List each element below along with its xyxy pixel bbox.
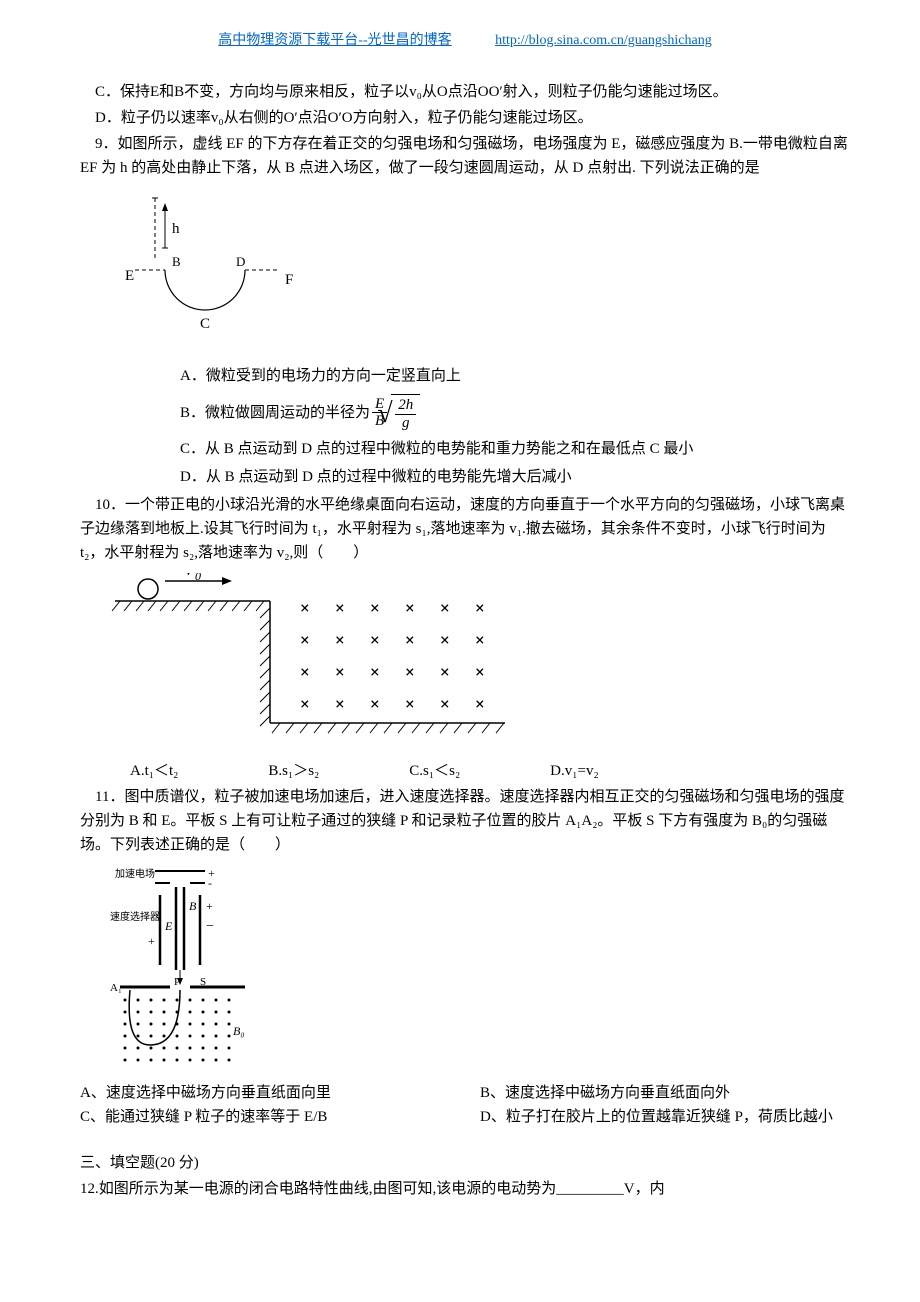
q10-options-row: A.t₁＜t₂ B.s₁＞s₂ C.s₁＜s₂ D.v₁=v₂ [130, 759, 850, 783]
page: 高中物理资源下载平台--光世昌的博客 http://blog.sina.com.… [0, 0, 920, 1302]
q10-field-crosses: × × × × × × × × × × × × × × × × × × × × × × × × [300, 598, 485, 713]
svg-text:×: × [335, 630, 345, 649]
q9-label-D: D [236, 254, 245, 269]
q10-diagram-svg: v 0 [110, 573, 510, 743]
svg-text:×: × [370, 662, 380, 681]
q11-label-accel: 加速电场 [115, 867, 155, 880]
q10-option-d: D.v₁=v₂ [550, 759, 599, 783]
q9-option-d: D．从 B 点运动到 D 点的过程中微粒的电势能先增大后减小 [180, 465, 850, 489]
header-link-blog-name[interactable]: 高中物理资源下载平台--光世昌的博客 [218, 33, 451, 48]
svg-text:×: × [405, 630, 415, 649]
svg-text:×: × [440, 662, 450, 681]
q9-diagram: h E B D F C [110, 188, 850, 356]
svg-text:×: × [440, 598, 450, 617]
svg-text:×: × [335, 662, 345, 681]
svg-text:−: − [206, 919, 214, 934]
q9-option-b-label: B．微粒做圆周运动的半径为 [180, 401, 370, 425]
q12-stem: 12.如图所示为某一电源的闭合电路特性曲线,由图可知,该电源的电动势为_____… [80, 1177, 850, 1201]
svg-text:×: × [475, 694, 485, 713]
svg-text:×: × [370, 694, 380, 713]
q10-stem: 10．一个带正电的小球沿光滑的水平绝缘桌面向右运动，速度的方向垂直于一个水平方向… [80, 493, 850, 565]
q10-label-v0-sub: 0 [195, 573, 201, 583]
svg-text:×: × [335, 598, 345, 617]
svg-text:-: - [208, 876, 212, 890]
q11-diagram-svg: 加速电场 + - 速度选择器 B E + − + A₁ P S [110, 865, 260, 1065]
q11-stem: 11．图中质谱仪，粒子被加速电场加速后，进入速度选择器。速度选择器内相互正交的匀… [80, 785, 850, 857]
q9-frac-den-g: g [395, 415, 416, 432]
q11-label-S: S [200, 976, 206, 988]
svg-text:×: × [475, 598, 485, 617]
q9-option-a: A．微粒受到的电场力的方向一定竖直向上 [180, 364, 850, 388]
q10-diagram: v 0 [110, 573, 850, 751]
q10-option-b: B.s₁＞s₂ [268, 759, 319, 783]
svg-text:×: × [370, 630, 380, 649]
prev-option-d: D．粒子仍以速率v₀从右侧的O′点沿O′O方向射入，粒子仍能匀速能过场区。 [80, 106, 850, 130]
q11-label-B0: B₀ [233, 1024, 245, 1038]
q9-frac-2hg: 2h g [395, 397, 416, 431]
q10-option-a: A.t₁＜t₂ [130, 759, 178, 783]
q9-frac-num-2h: 2h [395, 397, 416, 415]
svg-text:×: × [335, 694, 345, 713]
q9-stem: 9．如图所示，虚线 EF 的下方存在着正交的匀强电场和匀强磁场，电场强度为 E，… [80, 132, 850, 180]
q11-options: A、速度选择中磁场方向垂直纸面向里 B、速度选择中磁场方向垂直纸面向外 C、能通… [80, 1081, 850, 1129]
q9-option-c: C．从 B 点运动到 D 点的过程中微粒的电势能和重力势能之和在最低点 C 最小 [180, 437, 850, 461]
q11-label-E: E [164, 919, 173, 933]
q11-option-a: A、速度选择中磁场方向垂直纸面向里 [80, 1081, 440, 1105]
svg-text:×: × [405, 694, 415, 713]
section3-title: 三、填空题(20 分) [80, 1151, 850, 1175]
q9-label-F: F [285, 272, 293, 288]
svg-text:×: × [440, 630, 450, 649]
svg-text:+: + [148, 934, 155, 948]
svg-text:×: × [300, 662, 310, 681]
svg-text:×: × [370, 598, 380, 617]
q11-label-A1: A₁ [110, 982, 122, 994]
svg-text:×: × [300, 694, 310, 713]
svg-text:×: × [475, 630, 485, 649]
q11-option-b: B、速度选择中磁场方向垂直纸面向外 [480, 1081, 840, 1105]
svg-text:×: × [440, 694, 450, 713]
q11-label-P: P [174, 976, 180, 988]
svg-text:×: × [300, 598, 310, 617]
svg-text:×: × [475, 662, 485, 681]
q9-label-E: E [125, 268, 134, 284]
q11-option-d: D、粒子打在胶片上的位置越靠近狭缝 P，荷质比越小 [480, 1105, 840, 1129]
header-link-blog-url[interactable]: http://blog.sina.com.cn/guangshichang [495, 33, 712, 48]
svg-text:×: × [405, 662, 415, 681]
prev-option-c: C．保持E和B不变，方向均与原来相反，粒子以v₀从O点沿OO′射入，则粒子仍能匀… [80, 80, 850, 104]
q9-sqrt: 2h g [391, 394, 420, 431]
svg-text:×: × [405, 598, 415, 617]
svg-text:×: × [300, 630, 310, 649]
q9-label-B: B [172, 254, 181, 269]
q9-option-b: B．微粒做圆周运动的半径为 E B 2h g [180, 394, 850, 431]
q9-label-C: C [200, 316, 210, 332]
q11-label-selector: 速度选择器 [110, 910, 160, 923]
svg-text:+: + [206, 899, 213, 913]
q11-option-c: C、能通过狭缝 P 粒子的速率等于 E/B [80, 1105, 440, 1129]
q10-label-v0: v [185, 573, 193, 579]
q11-label-B: B [189, 899, 197, 913]
q11-dots-field [124, 999, 231, 1062]
q11-diagram: 加速电场 + - 速度选择器 B E + − + A₁ P S [110, 865, 850, 1073]
q9-label-h: h [172, 221, 180, 237]
spacer [80, 1129, 850, 1149]
q10-option-c: C.s₁＜s₂ [409, 759, 460, 783]
q9-diagram-svg: h E B D F C [110, 188, 330, 348]
page-header: 高中物理资源下载平台--光世昌的博客 http://blog.sina.com.… [80, 30, 850, 52]
